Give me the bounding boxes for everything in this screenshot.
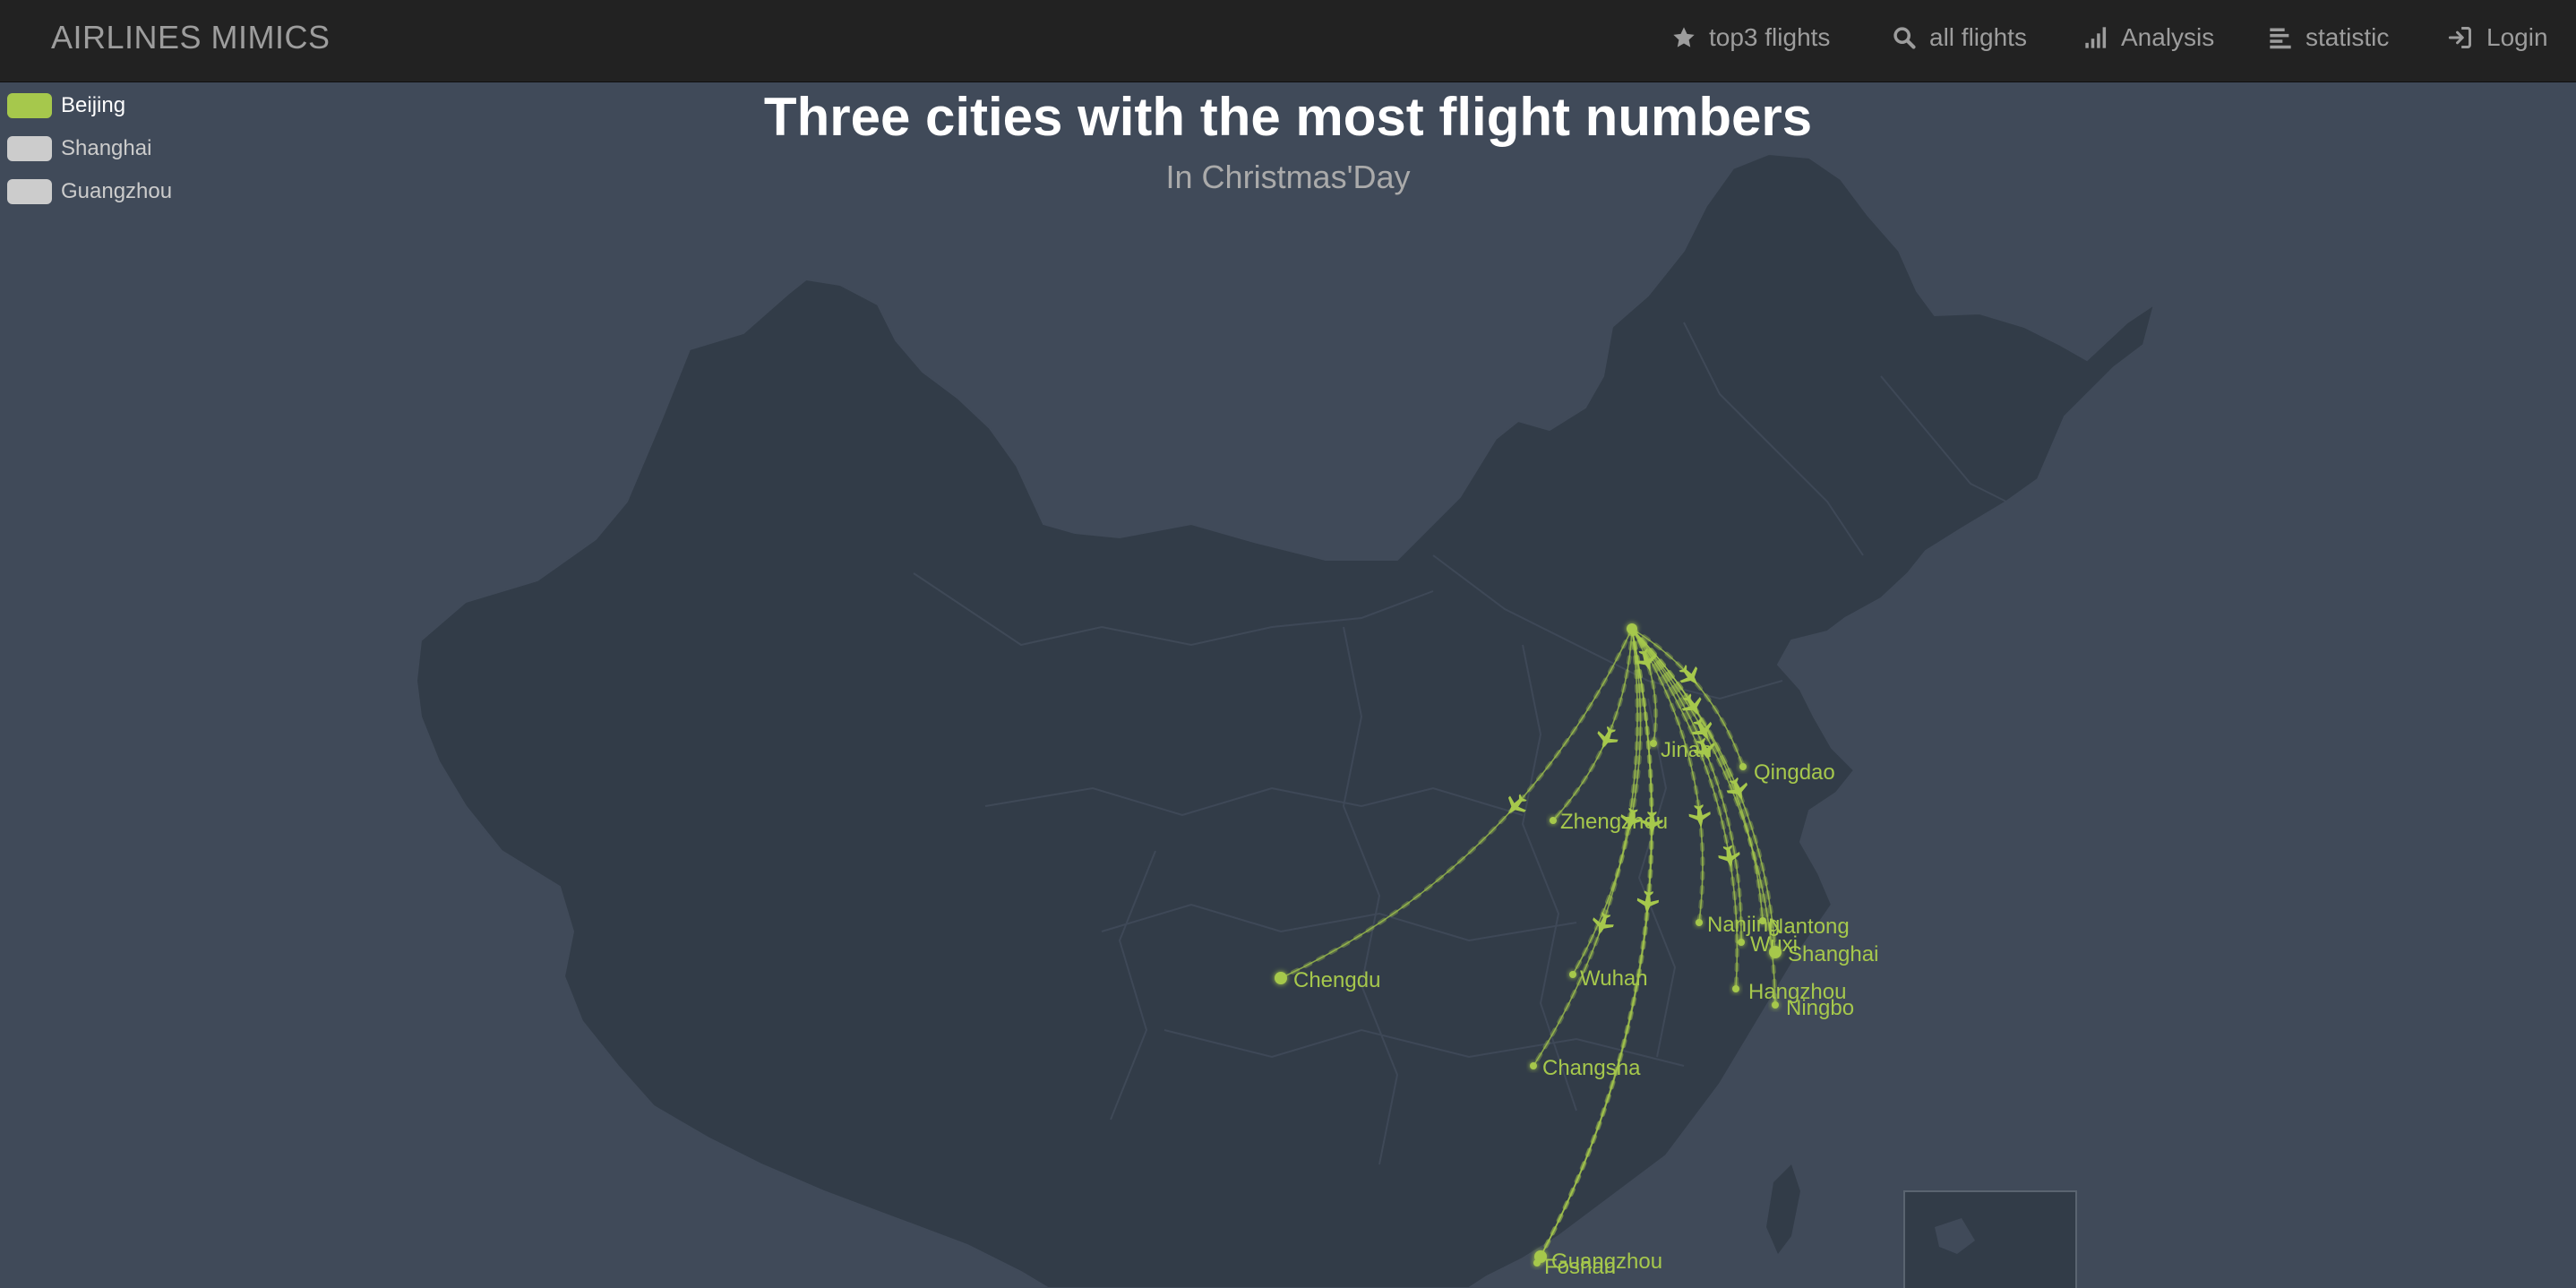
- city-marker-nanjing[interactable]: [1696, 919, 1703, 926]
- flight-routes: [1278, 626, 1778, 1266]
- route-trail-hangzhou: [1629, 626, 1739, 992]
- city-marker-wuxi[interactable]: [1738, 939, 1745, 946]
- city-label-foshan: Foshan: [1544, 1255, 1616, 1279]
- legend-item-shanghai[interactable]: Shanghai: [7, 133, 151, 165]
- nav-analysis[interactable]: Analysis: [2083, 0, 2214, 75]
- search-icon: [1893, 27, 1916, 49]
- city-label-chengdu: Chengdu: [1293, 968, 1380, 992]
- plane-icon: [1507, 794, 1527, 815]
- city-label-shanghai: Shanghai: [1788, 942, 1878, 966]
- brand-logo[interactable]: AIRLINES MIMICS: [51, 19, 331, 56]
- route-line-jinan: [1631, 628, 1657, 744]
- city-label-qingdao: Qingdao: [1754, 760, 1835, 785]
- route-line-nanjing: [1631, 628, 1704, 923]
- city-label-wuhan: Wuhan: [1580, 966, 1648, 991]
- city-label-changsha: Changsha: [1542, 1056, 1641, 1080]
- route-trail-changsha: [1531, 626, 1640, 1069]
- south-sea-inset: [1903, 1190, 2077, 1288]
- legend-swatch-guangzhou: [7, 179, 52, 204]
- city-marker-nantong[interactable]: [1759, 917, 1766, 924]
- destination-markers: [1275, 623, 1782, 1267]
- plane-icon: [1597, 726, 1619, 750]
- nav-all-flights[interactable]: all flights: [1892, 0, 2027, 75]
- page-subtitle: In Christmas'Day: [1165, 159, 1411, 195]
- route-line-chengdu: [1280, 628, 1633, 979]
- china-map[interactable]: JinanQingdaoZhengzhouNanjingNantongWuxiS…: [0, 82, 2576, 1288]
- plane-icon: [1635, 648, 1657, 672]
- city-label-ningbo: Ningbo: [1786, 996, 1854, 1020]
- nav-analysis-label: Analysis: [2121, 23, 2215, 51]
- city-marker-wuhan[interactable]: [1569, 971, 1576, 978]
- route-line-wuxi: [1631, 628, 1742, 943]
- nav-all-flights-label: all flights: [1929, 23, 2027, 51]
- south-sea-inset-land: [1935, 1218, 1975, 1254]
- legend-label-shanghai: Shanghai: [61, 136, 152, 160]
- star-icon: [1673, 27, 1695, 47]
- page-title: Three cities with the most flight number…: [763, 87, 1813, 147]
- login-icon: [2448, 27, 2471, 48]
- city-marker-qingdao[interactable]: [1739, 763, 1747, 770]
- route-trail-foshan: [1534, 626, 1654, 1266]
- province-borders: [913, 322, 2007, 1165]
- route-line-qingdao: [1631, 628, 1744, 768]
- city-label-jinan: Jinan: [1661, 738, 1712, 762]
- route-trail-wuhan: [1570, 626, 1644, 977]
- nav-login[interactable]: Login: [2447, 0, 2548, 75]
- signal-bars-icon: [2085, 27, 2107, 48]
- plane-icon: [1679, 665, 1698, 685]
- route-line-shanghai: [1631, 628, 1776, 953]
- nav-statistic[interactable]: statistic: [2268, 0, 2389, 75]
- city-marker-zhengzhou[interactable]: [1550, 817, 1557, 824]
- legend-item-beijing[interactable]: Beijing: [7, 90, 125, 122]
- route-trail-ningbo: [1629, 626, 1778, 1008]
- city-marker-hangzhou[interactable]: [1732, 985, 1739, 992]
- city-labels: Jinan Qingdao Zhengzhou NanjingNantongWuxiS…: [1293, 738, 1878, 1279]
- nav-top3-flights[interactable]: top3 flights: [1671, 0, 1830, 75]
- route-line-foshan: [1536, 628, 1653, 1264]
- city-marker-ningbo[interactable]: [1772, 1001, 1779, 1009]
- plane-icon: [1693, 737, 1715, 761]
- route-line-changsha: [1533, 628, 1638, 1067]
- legend-item-guangzhou[interactable]: Guangzhou: [7, 176, 172, 208]
- plane-icon: [1691, 717, 1713, 741]
- city-label-wuxi: Wuxi: [1750, 932, 1798, 957]
- city-marker-jinan[interactable]: [1650, 740, 1657, 747]
- route-trail-wuxi: [1629, 626, 1744, 945]
- route-trail-nanjing: [1629, 626, 1705, 925]
- align-left-icon: [2270, 28, 2291, 49]
- legend-swatch-beijing: [7, 93, 52, 118]
- legend-label-guangzhou: Guangzhou: [61, 179, 173, 203]
- origin-marker-beijing[interactable]: [1627, 623, 1637, 634]
- route-trail-jinan: [1629, 626, 1659, 746]
- city-marker-chengdu[interactable]: [1275, 972, 1287, 984]
- plane-icon: [1593, 912, 1614, 936]
- plane-icon: [1718, 845, 1740, 869]
- plane-icon: [1620, 807, 1643, 832]
- city-marker-foshan[interactable]: [1533, 1259, 1541, 1267]
- route-trail-chengdu: [1278, 626, 1635, 981]
- legend-label-beijing: Beijing: [61, 93, 126, 117]
- navbar: AIRLINES MIMICS top3 flights all flights…: [0, 0, 2576, 82]
- route-trail-qingdao: [1629, 626, 1746, 769]
- nav-top3-flights-label: top3 flights: [1709, 23, 1831, 51]
- route-trail-shanghai: [1629, 626, 1778, 955]
- city-label-nanjing: Nanjing: [1707, 913, 1780, 937]
- taiwan-island: [1766, 1164, 1800, 1254]
- city-marker-shanghai[interactable]: [1769, 946, 1782, 958]
- plane-icon: [1726, 777, 1748, 801]
- city-label-guangzhou: Guangzhou: [1551, 1249, 1662, 1274]
- nav-login-label: Login: [2486, 23, 2548, 51]
- nav-statistic-label: statistic: [2306, 23, 2390, 51]
- plane-icon: [1688, 803, 1711, 829]
- city-label-zhengzhou: Zhengzhou: [1560, 810, 1668, 834]
- china-landmass: [415, 152, 2156, 1288]
- city-label-nantong: Nantong: [1768, 914, 1850, 939]
- route-line-hangzhou: [1631, 628, 1739, 990]
- route-line-wuhan: [1572, 628, 1642, 975]
- plane-icon: [1636, 890, 1659, 914]
- city-label-hangzhou: Hangzhou: [1748, 980, 1846, 1004]
- legend-swatch-shanghai: [7, 136, 52, 161]
- city-marker-changsha[interactable]: [1530, 1062, 1537, 1069]
